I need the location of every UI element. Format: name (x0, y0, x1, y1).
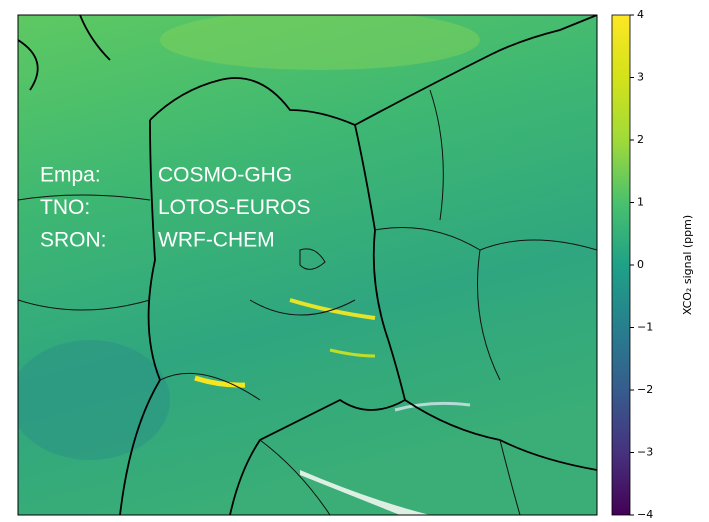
institute-label: SRON: (40, 229, 107, 252)
institute-label: Empa: (40, 164, 101, 187)
tick-label: −1 (637, 321, 653, 334)
tick-label: −4 (637, 508, 653, 521)
national-border (119, 119, 162, 515)
plume (329, 348, 376, 358)
map-frame (17, 14, 598, 516)
low-signal (18, 340, 170, 460)
tick-label: 2 (637, 133, 644, 146)
model-label: COSMO-GHG (158, 164, 292, 187)
institute-label: TNO: (40, 196, 90, 219)
coastline (18, 15, 597, 126)
map (18, 15, 597, 515)
colorbar (611, 14, 631, 516)
plume (194, 375, 246, 388)
annotations: Empa: COSMO-GHG TNO: LOTOS-EUROS SRON: WRF-CH… (40, 164, 310, 252)
tick-label: 0 (637, 258, 644, 271)
model-label: WRF-CHEM (158, 229, 275, 252)
regional-border (18, 89, 597, 515)
tick-label: 1 (637, 196, 644, 209)
high-signal (160, 15, 480, 70)
city-boundary (299, 248, 326, 270)
tick-label: 3 (637, 71, 644, 84)
tick-label: −2 (637, 383, 653, 396)
colorbar-axis: −4 −3 −2 −1 0 1 2 3 4 (630, 8, 653, 521)
tick-label: −3 (637, 446, 653, 459)
cloud (394, 401, 471, 412)
colorbar-label: XCO₂ signal (ppm) (681, 215, 694, 315)
tick-label: 4 (637, 8, 644, 21)
model-label: LOTOS-EUROS (158, 196, 310, 219)
